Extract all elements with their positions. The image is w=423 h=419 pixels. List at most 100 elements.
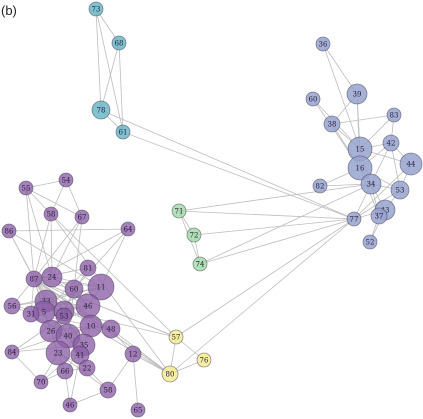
node-label: 34 xyxy=(367,181,376,189)
graph-edge xyxy=(100,42,120,111)
graph-node-53: 53 xyxy=(55,307,73,325)
graph-edge xyxy=(175,218,355,338)
node-label: 41 xyxy=(76,352,85,360)
graph-node-87: 87 xyxy=(25,270,43,288)
graph-node-83: 83 xyxy=(386,107,402,123)
graph-node-80: 80 xyxy=(161,365,179,383)
node-label: 57 xyxy=(172,334,181,342)
node-label: 72 xyxy=(190,232,199,240)
node-label: 70 xyxy=(37,379,46,387)
graph-node-46: 46 xyxy=(75,293,101,319)
graph-edge xyxy=(353,163,412,220)
graph-node-42: 42 xyxy=(382,134,400,152)
graph-edge xyxy=(331,114,395,125)
node-label: 74 xyxy=(196,261,205,269)
node-label: 68 xyxy=(115,40,124,48)
node-label: 23 xyxy=(54,350,63,358)
graph-node-70: 70 xyxy=(33,374,49,390)
graph-edge xyxy=(8,228,129,232)
node-label: 56 xyxy=(8,303,17,311)
node-circle xyxy=(62,397,78,413)
node-circle xyxy=(346,83,368,105)
graph-node-55: 55 xyxy=(18,180,34,196)
node-label: 39 xyxy=(353,91,362,99)
node-circle xyxy=(347,155,373,181)
node-circle xyxy=(312,178,328,194)
node-circle xyxy=(346,211,362,227)
node-label: 35 xyxy=(80,342,89,350)
node-label: 58 xyxy=(104,387,113,395)
graph-node-53: 53 xyxy=(390,180,410,200)
node-label: 36 xyxy=(319,41,328,49)
node-label: 46 xyxy=(84,303,93,311)
node-circle xyxy=(58,172,74,188)
graph-node-66: 66 xyxy=(56,362,74,380)
graph-node-38: 38 xyxy=(323,115,341,133)
node-label: 53 xyxy=(396,187,405,195)
graph-node-61: 61 xyxy=(115,124,131,140)
node-circle xyxy=(4,344,20,360)
node-circle xyxy=(78,359,96,377)
graph-node-46: 46 xyxy=(62,397,78,413)
node-circle xyxy=(186,227,202,243)
node-circle xyxy=(115,124,131,140)
graph-node-24: 24 xyxy=(41,266,63,288)
node-circle xyxy=(399,152,423,176)
graph-edge xyxy=(199,218,355,265)
node-label: 44 xyxy=(407,161,416,169)
graph-edge xyxy=(193,218,355,236)
node-circle xyxy=(64,279,84,299)
node-circle xyxy=(323,115,341,133)
node-label: 42 xyxy=(387,140,396,148)
node-circle xyxy=(55,307,73,325)
node-circle xyxy=(87,273,115,301)
node-circle xyxy=(91,100,111,120)
graph-node-78: 78 xyxy=(91,100,111,120)
node-circle xyxy=(305,91,321,107)
node-circle xyxy=(18,180,34,196)
node-label: 31 xyxy=(27,311,36,319)
graph-node-73: 73 xyxy=(88,1,104,17)
node-circle xyxy=(56,362,74,380)
node-label: 73 xyxy=(92,6,101,14)
node-label: 64 xyxy=(124,226,133,234)
node-circle xyxy=(171,203,187,219)
node-label: 60 xyxy=(70,286,79,294)
node-label: 66 xyxy=(61,368,70,376)
node-label: 60 xyxy=(309,96,318,104)
node-label: 10 xyxy=(87,323,96,331)
graph-edge xyxy=(33,278,177,338)
graph-node-84: 84 xyxy=(4,344,20,360)
node-circle xyxy=(74,209,90,225)
graph-node-36: 36 xyxy=(315,36,331,52)
graph-node-37: 37 xyxy=(370,207,388,225)
graph-node-22: 22 xyxy=(78,359,96,377)
node-circle xyxy=(3,297,21,315)
graph-node-65: 65 xyxy=(130,402,146,418)
node-label: 67 xyxy=(78,214,87,222)
node-circle xyxy=(382,134,400,152)
graph-node-23: 23 xyxy=(45,340,71,366)
graph-node-74: 74 xyxy=(192,256,208,272)
graph-edge xyxy=(95,8,124,133)
graph-edge xyxy=(178,210,355,220)
node-circle xyxy=(101,319,121,339)
graph-edge xyxy=(100,109,355,220)
node-label: 78 xyxy=(97,107,106,115)
node-circle xyxy=(360,173,382,195)
node-label: 83 xyxy=(390,112,399,120)
graph-edge xyxy=(25,187,53,278)
graph-edge xyxy=(11,286,102,307)
graph-node-64: 64 xyxy=(120,221,136,237)
node-label: 38 xyxy=(328,121,337,129)
node-label: 48 xyxy=(107,326,116,334)
graph-node-67: 67 xyxy=(74,209,90,225)
graph-edge xyxy=(122,131,355,220)
node-circle xyxy=(168,329,184,345)
graph-node-60: 60 xyxy=(64,279,84,299)
node-label: 54 xyxy=(62,177,71,185)
node-label: 46 xyxy=(66,402,75,410)
node-circle xyxy=(88,1,104,17)
node-label: 16 xyxy=(356,165,365,173)
